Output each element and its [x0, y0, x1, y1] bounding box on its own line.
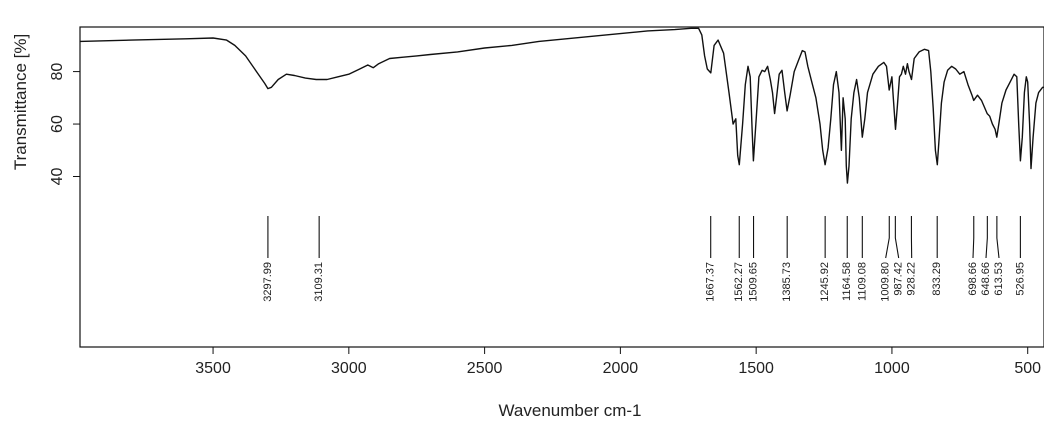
x-tick-label: 3500	[195, 360, 231, 377]
x-axis-title: Wavenumber cm-1	[499, 401, 642, 420]
y-axis: 40 60 80	[49, 63, 80, 186]
peak-label: 1667.37	[705, 262, 717, 302]
peak-label: 1009.80	[880, 262, 892, 302]
x-tick-label: 1000	[874, 360, 910, 377]
peak-marker-line	[972, 216, 975, 259]
peak-label: 1562.27	[733, 262, 745, 302]
peak-label: 1164.58	[841, 262, 853, 301]
y-tick-label: 60	[49, 115, 66, 133]
peak-label: 613.53	[993, 262, 1005, 296]
peak-label: 526.95	[1014, 262, 1026, 296]
peak-label: 1109.08	[856, 262, 868, 301]
peak-label: 928.22	[906, 262, 918, 296]
peak-label: 1245.92	[819, 262, 831, 302]
peak-label: 3109.31	[313, 262, 325, 302]
peak-marker-line	[894, 216, 900, 259]
peak-label: 1509.65	[748, 262, 760, 302]
peak-marker-line	[985, 216, 988, 259]
peak-label: 3297.99	[262, 262, 274, 302]
peak-markers: 3297.99 3109.31 1667.37 1562.27 1509.65 1385.…	[262, 216, 1026, 302]
peak-label: 648.66	[980, 262, 992, 296]
spectrum-line	[79, 27, 1044, 184]
plot-frame	[79, 26, 1044, 348]
peak-label: 987.42	[893, 262, 905, 296]
peak-label: 1385.73	[781, 262, 793, 302]
y-tick-label: 80	[49, 63, 66, 81]
x-tick-label: 2000	[603, 360, 639, 377]
x-axis: 3500 3000 2500 2000 1500 1000 500	[195, 347, 1041, 377]
peak-label: 833.29	[931, 262, 943, 296]
series-layer	[79, 27, 1044, 184]
y-tick-label: 40	[49, 168, 66, 186]
peak-marker-line	[996, 216, 1000, 259]
x-tick-label: 1500	[738, 360, 774, 377]
peak-marker-line	[885, 216, 890, 259]
peak-label: 698.66	[967, 262, 979, 296]
y-axis-title: Transmittance [%]	[11, 34, 30, 170]
x-tick-label: 500	[1014, 360, 1041, 377]
x-tick-label: 2500	[467, 360, 503, 377]
x-tick-label: 3000	[331, 360, 367, 377]
